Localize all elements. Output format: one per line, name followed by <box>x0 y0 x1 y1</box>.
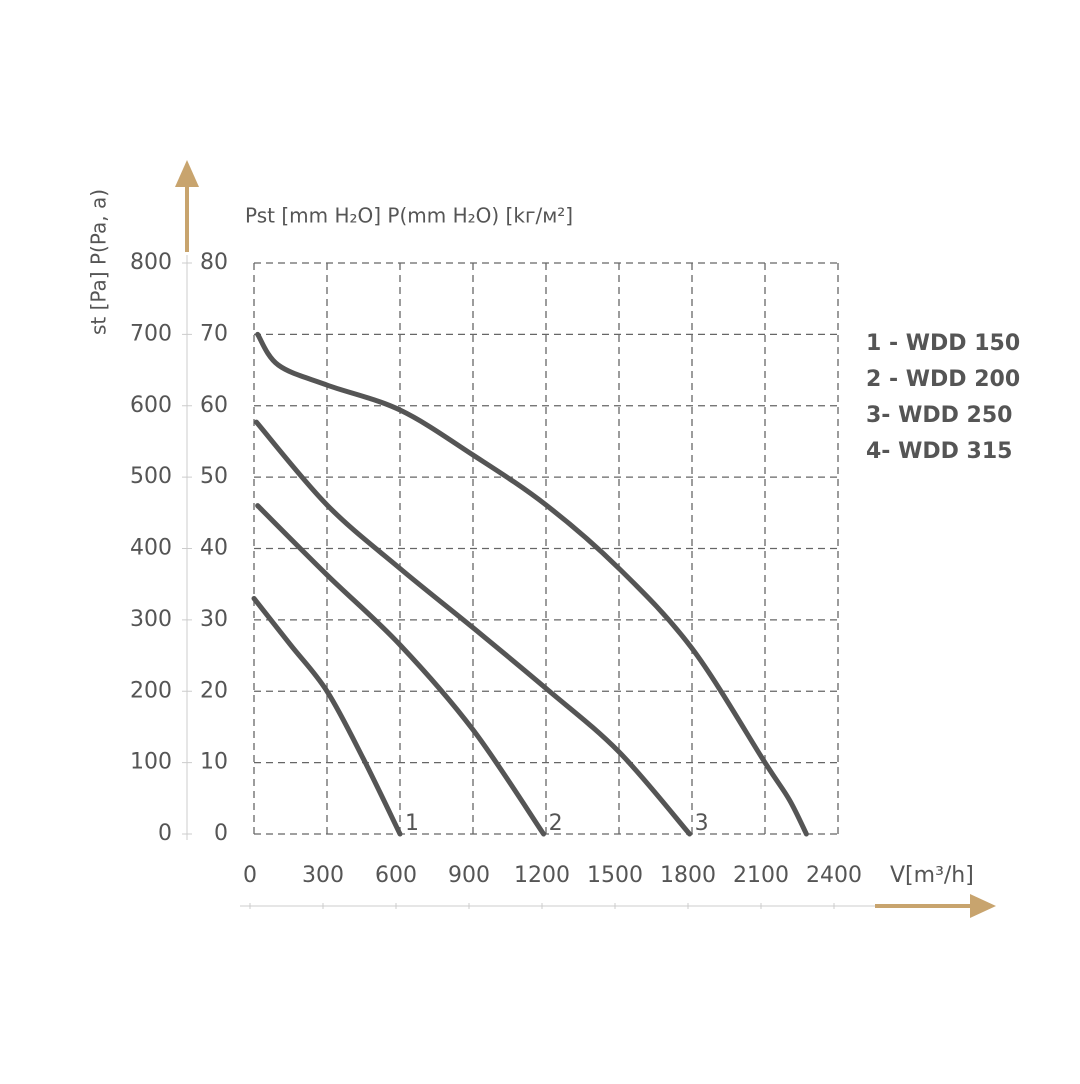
series-line <box>255 331 809 837</box>
y-tick-label: 200 <box>130 678 172 703</box>
y2-tick-label: 40 <box>200 536 228 561</box>
x-tick-label: 1200 <box>514 863 570 888</box>
y2-axis-title: Pst [mm H₂O] P(mm H₂O) [kг/м²] <box>245 204 573 228</box>
x-arrow-head <box>970 894 996 918</box>
y2-tick-label: 70 <box>200 321 228 346</box>
y-tick-label: 600 <box>130 393 172 418</box>
y2-tick-label: 0 <box>214 821 228 846</box>
legend-entry: 1 - WDD 150 <box>866 331 1020 356</box>
x-axis-title: V[m³/h] <box>890 863 974 888</box>
y-tick-label: 800 <box>130 250 172 275</box>
series-line <box>251 595 403 837</box>
x-tick-label: 0 <box>243 863 257 888</box>
series-line <box>255 503 547 837</box>
x-tick-label: 1800 <box>660 863 716 888</box>
legend-entry: 2 - WDD 200 <box>866 367 1020 392</box>
y2-tick-label: 30 <box>200 607 228 632</box>
y-axis-title: st [Pa] P(Pa, a) <box>87 189 111 335</box>
x-tick-label: 300 <box>302 863 344 888</box>
y-tick-label: 700 <box>130 321 172 346</box>
legend-entry: 3- WDD 250 <box>866 403 1012 428</box>
y2-tick-label: 50 <box>200 464 228 489</box>
curve-label: 1 <box>405 811 419 836</box>
y-arrow-head <box>175 160 199 187</box>
y-tick-label: 300 <box>130 607 172 632</box>
y2-tick-label: 60 <box>200 393 228 418</box>
curve-label: 3 <box>695 811 709 836</box>
x-tick-label: 600 <box>375 863 417 888</box>
y-tick-label: 500 <box>130 464 172 489</box>
y2-tick-label: 80 <box>200 250 228 275</box>
series-line <box>253 419 693 837</box>
y-tick-label: 400 <box>130 536 172 561</box>
x-tick-label: 2100 <box>733 863 789 888</box>
y2-tick-label: 10 <box>200 750 228 775</box>
x-tick-label: 2400 <box>806 863 862 888</box>
legend-entry: 4- WDD 315 <box>866 439 1012 464</box>
x-tick-label: 1500 <box>587 863 643 888</box>
y-tick-label: 100 <box>130 750 172 775</box>
curve-label: 2 <box>549 811 563 836</box>
y-tick-label: 0 <box>158 821 172 846</box>
y2-tick-label: 20 <box>200 678 228 703</box>
x-tick-label: 900 <box>448 863 490 888</box>
